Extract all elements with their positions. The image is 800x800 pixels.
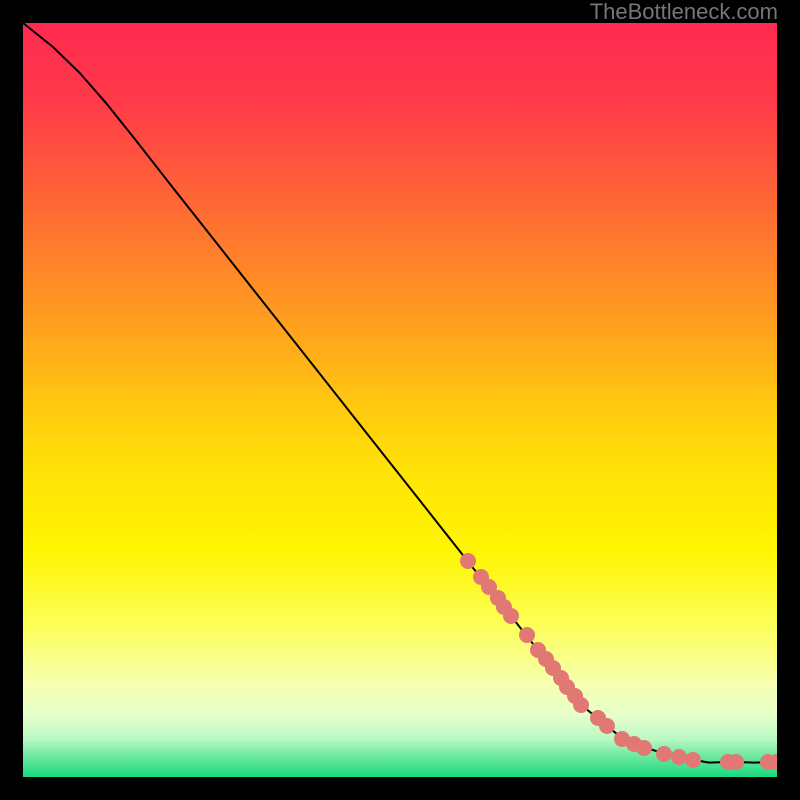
data-marker [728,754,744,770]
data-marker [636,740,652,756]
stage: TheBottleneck.com [0,0,800,800]
attribution-text: TheBottleneck.com [590,0,778,25]
data-marker [573,697,589,713]
data-marker [519,627,535,643]
plot-area [23,23,777,777]
data-marker [599,718,615,734]
data-marker [460,553,476,569]
markers-layer [23,23,777,777]
data-marker [685,752,701,768]
data-marker [503,608,519,624]
data-marker [656,746,672,762]
